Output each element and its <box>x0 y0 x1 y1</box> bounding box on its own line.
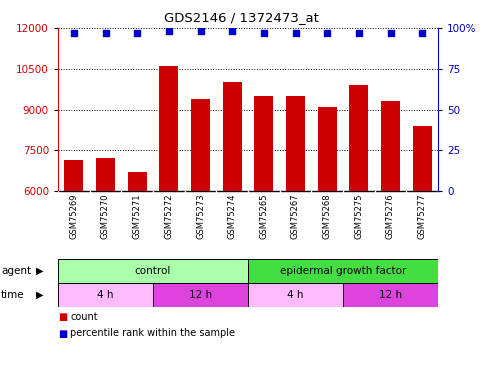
Bar <box>223 82 242 354</box>
Text: ■: ■ <box>58 328 67 339</box>
Bar <box>58 283 153 307</box>
Bar <box>64 160 84 354</box>
Bar <box>381 101 400 354</box>
Point <box>101 30 109 36</box>
Text: GSM75277: GSM75277 <box>418 194 426 239</box>
Bar <box>128 172 147 354</box>
Text: agent: agent <box>1 266 31 276</box>
Text: 4 h: 4 h <box>287 290 304 300</box>
Point <box>70 30 78 36</box>
Point <box>355 30 363 36</box>
Point <box>323 30 331 36</box>
Text: control: control <box>135 266 171 276</box>
Point <box>165 28 173 34</box>
Point <box>386 30 394 36</box>
Bar <box>318 107 337 354</box>
Bar <box>248 259 438 283</box>
Text: epidermal growth factor: epidermal growth factor <box>280 266 406 276</box>
Text: GSM75271: GSM75271 <box>133 194 142 239</box>
Text: 12 h: 12 h <box>189 290 212 300</box>
Text: GSM75273: GSM75273 <box>196 194 205 239</box>
Text: GSM75276: GSM75276 <box>386 194 395 239</box>
Bar <box>153 283 248 307</box>
Bar <box>286 96 305 354</box>
Text: 12 h: 12 h <box>379 290 402 300</box>
Text: 4 h: 4 h <box>97 290 114 300</box>
Bar <box>255 96 273 354</box>
Point <box>292 30 299 36</box>
Bar <box>248 283 343 307</box>
Text: count: count <box>70 312 98 322</box>
Text: GSM75272: GSM75272 <box>164 194 173 239</box>
Text: GSM75274: GSM75274 <box>227 194 237 239</box>
Text: ■: ■ <box>58 312 67 322</box>
Text: GDS2146 / 1372473_at: GDS2146 / 1372473_at <box>164 11 319 24</box>
Point <box>133 30 141 36</box>
Bar <box>349 85 369 354</box>
Text: ▶: ▶ <box>36 290 44 300</box>
Bar <box>412 126 432 354</box>
Point <box>197 28 204 34</box>
Text: percentile rank within the sample: percentile rank within the sample <box>70 328 235 339</box>
Point <box>228 28 236 34</box>
Bar <box>343 283 438 307</box>
Text: GSM75269: GSM75269 <box>70 194 78 239</box>
Bar <box>191 99 210 354</box>
Text: GSM75265: GSM75265 <box>259 194 269 239</box>
Text: GSM75268: GSM75268 <box>323 194 332 239</box>
Text: GSM75267: GSM75267 <box>291 194 300 239</box>
Bar <box>58 259 248 283</box>
Text: time: time <box>1 290 25 300</box>
Text: ▶: ▶ <box>36 266 44 276</box>
Point <box>418 30 426 36</box>
Point <box>260 30 268 36</box>
Text: GSM75275: GSM75275 <box>355 194 363 239</box>
Bar <box>159 66 178 354</box>
Bar <box>96 158 115 354</box>
Text: GSM75270: GSM75270 <box>101 194 110 239</box>
